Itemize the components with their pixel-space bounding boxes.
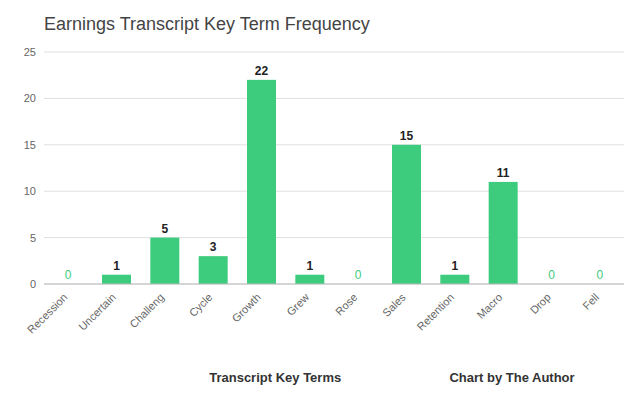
data-label: 1 bbox=[306, 259, 313, 273]
bar bbox=[489, 182, 518, 284]
x-tick-label: Macro bbox=[474, 291, 504, 321]
data-label: 1 bbox=[451, 259, 458, 273]
bar bbox=[150, 238, 179, 284]
grid-line bbox=[44, 191, 624, 192]
x-tick-label: Uncertain bbox=[76, 291, 118, 333]
data-label: 0 bbox=[548, 268, 555, 282]
grid-line bbox=[44, 144, 624, 145]
data-label: 0 bbox=[65, 268, 72, 282]
x-tick-label: Rose bbox=[333, 291, 360, 318]
x-tick-label: Growth bbox=[229, 291, 263, 325]
data-label: 1 bbox=[113, 259, 120, 273]
x-tick-label: Drop bbox=[528, 291, 553, 316]
x-axis-line bbox=[44, 284, 624, 285]
x-tick-label: Grew bbox=[284, 291, 311, 318]
data-label: 3 bbox=[210, 240, 217, 254]
data-label: 15 bbox=[400, 129, 414, 143]
bar bbox=[199, 256, 228, 284]
x-axis-label: Transcript Key Terms bbox=[209, 370, 341, 385]
y-tick-label: 10 bbox=[24, 185, 36, 197]
x-tick-label: Recession bbox=[25, 291, 70, 336]
x-tick-label: Retention bbox=[414, 291, 456, 333]
x-tick-label: Cycle bbox=[187, 291, 215, 319]
bar bbox=[392, 145, 421, 284]
data-label: 11 bbox=[497, 166, 510, 180]
y-tick-label: 20 bbox=[24, 92, 36, 104]
y-tick-label: 0 bbox=[30, 278, 36, 290]
y-tick-label: 5 bbox=[30, 232, 36, 244]
x-tick-label: Sales bbox=[380, 291, 408, 319]
bar bbox=[102, 275, 131, 284]
bar bbox=[247, 80, 276, 284]
title: Earnings Transcript Key Term Frequency bbox=[44, 14, 370, 34]
x-tick-label: Challeng bbox=[127, 291, 166, 330]
data-label: 0 bbox=[596, 268, 603, 282]
grid-line bbox=[44, 98, 624, 99]
data-label: 22 bbox=[255, 64, 269, 78]
annotation: Chart by The Author bbox=[449, 370, 574, 385]
chart: Earnings Transcript Key Term Frequency 0 5… bbox=[0, 0, 640, 396]
bars bbox=[102, 80, 518, 284]
grid-line bbox=[44, 237, 624, 238]
grid-line bbox=[44, 284, 624, 285]
grid-line bbox=[44, 52, 624, 53]
y-tick-label: 25 bbox=[24, 46, 36, 58]
y-tick-label: 15 bbox=[24, 139, 36, 151]
bar bbox=[440, 275, 469, 284]
grid bbox=[44, 52, 624, 284]
data-label: 5 bbox=[161, 222, 168, 236]
data-label: 0 bbox=[355, 268, 362, 282]
bar bbox=[295, 275, 324, 284]
x-tick-label: Fell bbox=[580, 291, 601, 312]
